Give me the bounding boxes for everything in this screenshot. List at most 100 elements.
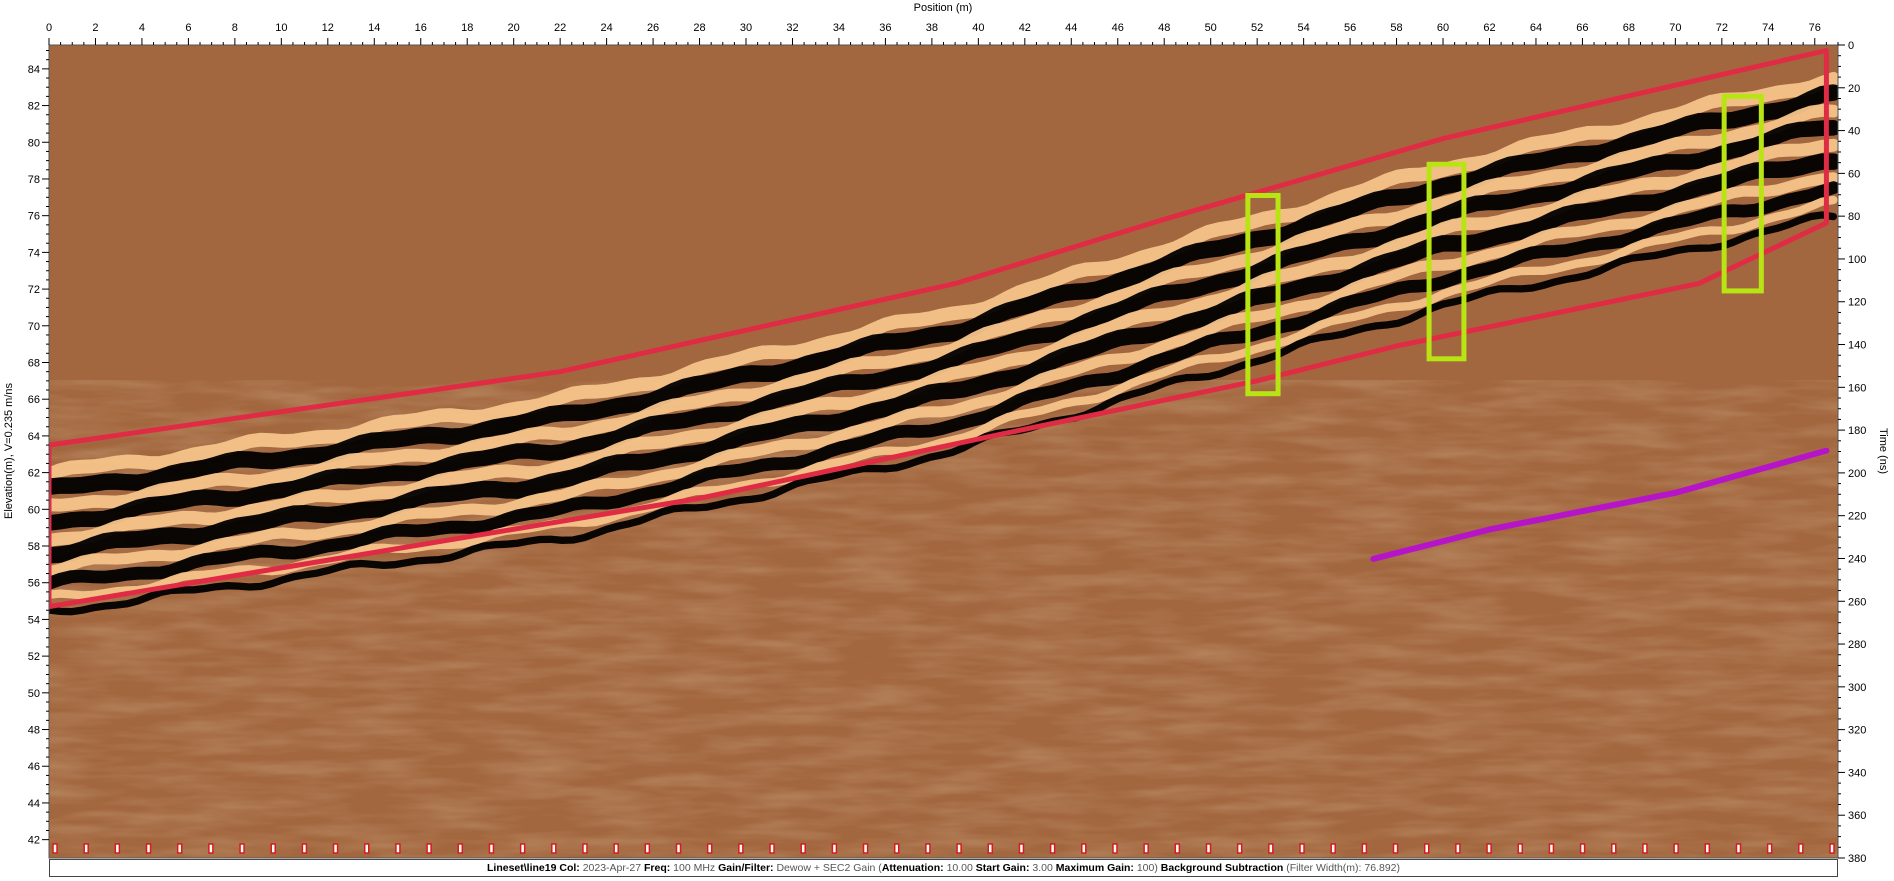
trace-marker (987, 843, 994, 854)
y-left-tick-label: 46 (28, 761, 40, 773)
trace-marker (1517, 843, 1523, 854)
y-left-tick-label: 52 (28, 651, 40, 663)
trace-marker (1299, 843, 1305, 854)
trace-marker (1081, 843, 1087, 854)
x-tick-label: 24 (600, 22, 612, 34)
trace-marker (1798, 843, 1804, 854)
trace-marker (1361, 843, 1368, 854)
x-tick-label: 44 (1065, 22, 1077, 34)
col-label: Col: (559, 862, 580, 874)
highlight-box (1426, 161, 1467, 362)
background-subtraction-label: Background Subtraction (1160, 862, 1284, 874)
trace-marker (114, 843, 121, 854)
x-tick-label: 60 (1437, 22, 1449, 34)
trace-marker (1018, 843, 1025, 854)
trace-markers (52, 843, 1835, 854)
trace-marker (457, 843, 464, 854)
y-left-tick-label: 44 (28, 798, 40, 810)
x-tick-label: 50 (1205, 22, 1217, 34)
trace-marker (1611, 843, 1617, 854)
y-left-tick-label: 54 (28, 614, 40, 626)
y-right-tick-label: 280 (1848, 639, 1866, 651)
x-tick-label: 20 (508, 22, 520, 34)
x-tick-label: 58 (1390, 22, 1402, 34)
reflector-band (49, 72, 1838, 616)
trace-marker (1673, 843, 1679, 854)
x-tick-label: 72 (1716, 22, 1728, 34)
y-right-tick-label: 100 (1848, 254, 1866, 266)
reflector-layer (49, 138, 1838, 547)
interpretation-overlays (49, 48, 1830, 610)
x-tick-label: 66 (1576, 22, 1588, 34)
trace-marker (551, 843, 557, 854)
y-right-tick-label: 200 (1848, 468, 1866, 480)
y-left-tick-label: 68 (28, 357, 40, 369)
x-tick-label: 40 (972, 22, 984, 34)
x-tick-label: 70 (1669, 22, 1681, 34)
trace-marker (1236, 843, 1243, 854)
y-right-tick-label: 80 (1848, 211, 1860, 223)
x-tick-label: 64 (1530, 22, 1542, 34)
x-tick-label: 0 (46, 22, 52, 34)
y-left-tick-label: 56 (28, 578, 40, 590)
x-tick-label: 30 (740, 22, 752, 34)
y-left-tick-label: 70 (28, 321, 40, 333)
reflector-layer (49, 84, 1838, 495)
x-tick-label: 38 (926, 22, 938, 34)
trace-marker (145, 843, 152, 854)
x-tick-label: 10 (275, 22, 287, 34)
gain-label: Gain/Filter: (718, 862, 774, 874)
trace-marker (364, 843, 370, 854)
trace-marker (1704, 843, 1711, 854)
trace-marker (956, 843, 962, 854)
trace-marker (301, 843, 308, 854)
y-right-tick-label: 0 (1848, 40, 1854, 52)
trace-marker (1579, 843, 1586, 854)
trace-marker (332, 843, 339, 854)
trace-marker (675, 843, 682, 854)
y-right-tick-label: 180 (1848, 425, 1866, 437)
trace-marker (769, 843, 775, 854)
reflector-layer (49, 211, 1838, 616)
x-tick-label: 46 (1112, 22, 1124, 34)
x-tick-label: 14 (368, 22, 380, 34)
y-left-tick-label: 74 (28, 247, 40, 259)
y-left-tick-label: 80 (28, 137, 40, 149)
x-tick-label: 56 (1344, 22, 1356, 34)
start-gain-value: 3.00 (1032, 862, 1053, 874)
x-tick-label: 48 (1158, 22, 1170, 34)
y-left-tick-label: 42 (28, 835, 40, 847)
trace-marker (1268, 843, 1274, 854)
x-tick-label: 28 (693, 22, 705, 34)
x-tick-label: 22 (554, 22, 566, 34)
gain-value: Dewow + SEC2 Gain ( (776, 862, 882, 874)
y-left-tick-label: 58 (28, 541, 40, 553)
max-gain-label: Maximum Gain: (1055, 862, 1134, 874)
y-right-tick-label: 60 (1848, 168, 1860, 180)
x-tick-label: 34 (833, 22, 845, 34)
x-tick-label: 8 (232, 22, 238, 34)
col-value: 2023-Apr-27 (582, 862, 642, 874)
y-left-tick-label: 48 (28, 725, 40, 737)
trace-marker (1455, 843, 1461, 854)
y-right-tick-label: 300 (1848, 682, 1866, 694)
x-tick-label: 26 (647, 22, 659, 34)
y-right-axis: 0 20 40 60 80 100 120 140 160 180 200 220 240 260 280 3… (1838, 40, 1866, 865)
processing-info-bar: Lineset\line19 Col: 2023-Apr-27 Freq: 10… (49, 859, 1838, 877)
trace-marker (1205, 843, 1212, 854)
y-left-tick-label: 62 (28, 468, 40, 480)
freq-value: 100 MHz (673, 862, 716, 874)
trace-marker (1735, 843, 1742, 854)
x-tick-label: 4 (139, 22, 145, 34)
y-right-tick-label: 240 (1848, 553, 1866, 565)
y-left-tick-label: 76 (28, 211, 40, 223)
x-tick-label: 62 (1483, 22, 1495, 34)
y-right-tick-label: 160 (1848, 382, 1866, 394)
trace-marker (644, 843, 651, 854)
trace-marker (52, 843, 58, 854)
trace-marker (738, 843, 744, 854)
reflector-layer (49, 72, 1838, 482)
x-tick-label: 74 (1762, 22, 1774, 34)
trace-marker (1112, 843, 1118, 854)
y-left-tick-label: 50 (28, 688, 40, 700)
